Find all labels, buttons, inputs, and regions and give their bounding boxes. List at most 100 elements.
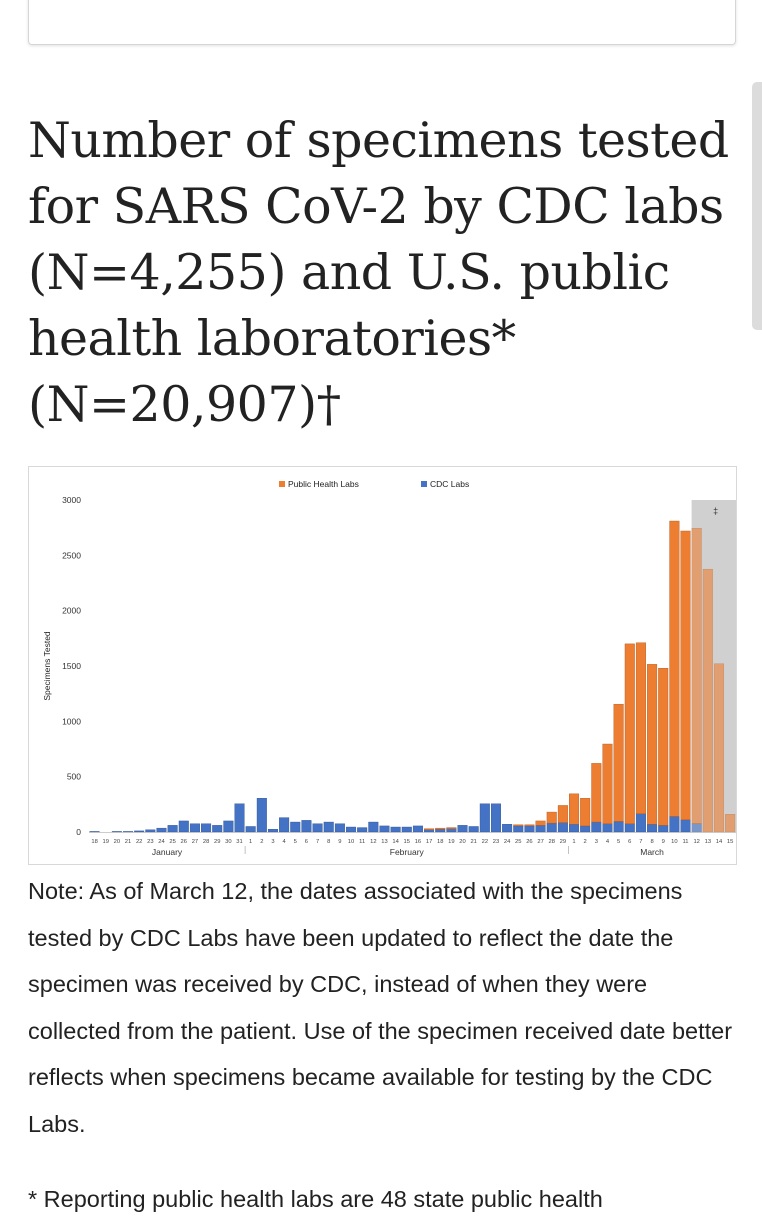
specimens-bar-chart: ‡ 0 500 1000 1500 2000 2500 3000 Specimens Teste… bbox=[42, 479, 736, 857]
cdc-bar bbox=[201, 823, 212, 833]
cdc-bar bbox=[346, 826, 357, 833]
cdc-bar bbox=[401, 826, 412, 833]
x-tick-label: 25 bbox=[169, 839, 175, 845]
public-health-bar bbox=[647, 664, 658, 825]
x-tick-label: 8 bbox=[650, 839, 653, 845]
x-tick-label: 15 bbox=[727, 839, 733, 845]
cdc-bar bbox=[602, 823, 613, 833]
month-label: March bbox=[640, 847, 664, 857]
cdc-bar bbox=[167, 825, 178, 833]
public-health-bar bbox=[591, 763, 602, 823]
x-tick-label: 21 bbox=[125, 839, 131, 845]
cdc-bar bbox=[267, 829, 278, 833]
y-tick-label: 1000 bbox=[62, 716, 81, 726]
cdc-bar bbox=[223, 820, 234, 833]
y-tick-label: 2500 bbox=[62, 550, 81, 560]
public-health-bar bbox=[669, 520, 680, 817]
x-tick-label: 22 bbox=[482, 839, 488, 845]
x-tick-label: 8 bbox=[327, 839, 330, 845]
x-tick-label: 11 bbox=[359, 839, 365, 845]
cdc-bar bbox=[524, 825, 535, 833]
x-tick-label: 20 bbox=[114, 839, 120, 845]
cdc-bar bbox=[245, 826, 256, 833]
y-tick-label: 2000 bbox=[62, 606, 81, 616]
cdc-bar bbox=[502, 824, 513, 833]
cdc-bar bbox=[424, 829, 435, 833]
x-tick-label: 4 bbox=[283, 839, 287, 845]
x-tick-label: 29 bbox=[560, 839, 566, 845]
cdc-bar bbox=[635, 813, 646, 833]
x-tick-label: 27 bbox=[192, 839, 198, 845]
cdc-bar bbox=[513, 825, 524, 833]
cdc-bar bbox=[680, 819, 691, 833]
cdc-bar bbox=[189, 823, 200, 833]
cdc-bar bbox=[334, 823, 345, 833]
x-tick-label: 2 bbox=[260, 839, 263, 845]
cdc-bar bbox=[535, 825, 546, 833]
public-health-bar bbox=[569, 793, 580, 825]
month-label: February bbox=[390, 847, 425, 857]
x-tick-label: 21 bbox=[470, 839, 476, 845]
cdc-bar bbox=[658, 825, 669, 833]
x-tick-label: 7 bbox=[639, 839, 642, 845]
x-tick-label: 9 bbox=[338, 839, 341, 845]
public-health-bar bbox=[557, 805, 568, 823]
y-axis-title: Specimens Tested bbox=[42, 631, 52, 701]
public-health-bar bbox=[446, 827, 457, 829]
cdc-bar bbox=[669, 816, 680, 833]
public-health-bar bbox=[635, 642, 646, 814]
x-tick-label: 19 bbox=[102, 839, 108, 845]
x-tick-label: 30 bbox=[225, 839, 231, 845]
x-tick-label: 14 bbox=[716, 839, 723, 845]
x-tick-label: 11 bbox=[683, 839, 689, 845]
x-tick-label: 12 bbox=[693, 839, 699, 845]
chart-figure: ‡ 0 500 1000 1500 2000 2500 3000 Specimens Teste… bbox=[28, 466, 737, 865]
cdc-bar bbox=[123, 831, 134, 833]
cdc-bar bbox=[557, 822, 568, 833]
legend-label-cdc: CDC Labs bbox=[430, 479, 469, 489]
x-tick-label: 25 bbox=[515, 839, 521, 845]
x-tick-label: 13 bbox=[381, 839, 387, 845]
public-health-bar bbox=[658, 668, 669, 826]
x-tick-label: 17 bbox=[426, 839, 432, 845]
legend-label-public-health: Public Health Labs bbox=[288, 479, 359, 489]
cdc-bar bbox=[111, 831, 122, 833]
public-health-bar bbox=[435, 827, 446, 830]
cdc-bar bbox=[312, 823, 323, 833]
cdc-bar bbox=[290, 821, 301, 833]
x-tick-label: 15 bbox=[404, 839, 410, 845]
x-tick-label: 4 bbox=[606, 839, 610, 845]
public-health-bar bbox=[424, 828, 435, 830]
x-tick-label: 23 bbox=[147, 839, 153, 845]
x-tick-label: 24 bbox=[504, 839, 511, 845]
x-tick-label: 18 bbox=[91, 839, 97, 845]
x-tick-label: 19 bbox=[448, 839, 454, 845]
legend-swatch-cdc bbox=[421, 481, 427, 487]
cdc-bar bbox=[212, 825, 223, 833]
x-tick-label: 6 bbox=[628, 839, 631, 845]
cdc-bar bbox=[591, 821, 602, 833]
cdc-bar bbox=[412, 825, 423, 833]
y-tick-label: 3000 bbox=[62, 495, 81, 505]
footnote-text: * Reporting public health labs are 48 st… bbox=[28, 1186, 603, 1212]
cdc-bar bbox=[357, 827, 368, 833]
note-text: Note: As of March 12, the dates associat… bbox=[28, 878, 733, 1137]
x-tick-label: 28 bbox=[548, 839, 554, 845]
page-title: Number of specimens tested for SARS CoV-… bbox=[28, 112, 729, 433]
y-tick-label: 0 bbox=[76, 827, 81, 837]
x-tick-label: 31 bbox=[236, 839, 242, 845]
x-tick-label: 14 bbox=[392, 839, 399, 845]
y-tick-label: 1500 bbox=[62, 661, 81, 671]
scrollbar-thumb[interactable] bbox=[752, 82, 762, 330]
x-tick-label: 23 bbox=[493, 839, 499, 845]
public-health-bar bbox=[680, 530, 691, 821]
legend-swatch-public-health bbox=[279, 481, 285, 487]
x-tick-label: 7 bbox=[316, 839, 319, 845]
cdc-bar bbox=[546, 822, 557, 833]
cdc-bar bbox=[446, 828, 457, 833]
x-tick-label: 26 bbox=[526, 839, 532, 845]
cdc-bar bbox=[234, 803, 245, 833]
cdc-bar bbox=[156, 827, 167, 833]
x-tick-label: 22 bbox=[136, 839, 142, 845]
x-tick-label: 3 bbox=[595, 839, 598, 845]
